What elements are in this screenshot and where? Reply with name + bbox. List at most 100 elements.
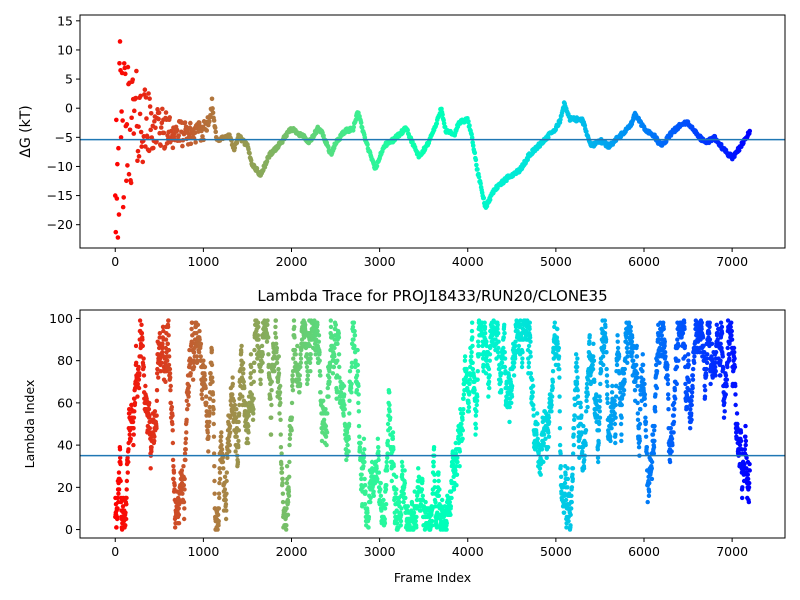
lambda-point (402, 480, 408, 486)
lambda-point (350, 324, 356, 330)
delta-g-point (120, 118, 125, 123)
lambda-point (470, 360, 475, 365)
lambda-point (462, 358, 468, 363)
lambda-point (743, 442, 748, 448)
lambda-point (570, 476, 575, 482)
lambda-point (531, 402, 536, 408)
lambda-point (432, 472, 437, 477)
lambda-point (203, 385, 208, 391)
lambda-point (467, 390, 472, 395)
lambda-point (354, 388, 360, 393)
lambda-point (317, 369, 323, 374)
lambda-point (734, 411, 740, 416)
lambda-point (206, 449, 211, 454)
lambda-point (160, 341, 165, 346)
lambda-point (233, 449, 238, 454)
lambda-point (195, 358, 200, 363)
lambda-point (545, 445, 551, 450)
lambda-point (604, 350, 609, 355)
delta-g-point (135, 158, 140, 164)
lambda-point (172, 483, 177, 488)
lambda-point (287, 436, 293, 441)
lambda-point (432, 485, 437, 490)
lambda-point (653, 392, 658, 397)
lambda-point (325, 411, 330, 416)
lambda-point (194, 331, 199, 336)
lambda-point (702, 394, 708, 399)
lambda-point (640, 352, 645, 357)
lambda-point (530, 394, 535, 399)
lambda-point (206, 434, 211, 439)
lambda-point (211, 434, 217, 439)
lambda-point (597, 394, 602, 399)
lambda-point (650, 432, 656, 437)
lambda-point (549, 402, 554, 408)
lambda-point (665, 381, 671, 387)
lambda-point (455, 459, 460, 465)
lambda-point (464, 366, 469, 372)
lambda-point (256, 337, 261, 342)
lambda-point (152, 438, 157, 444)
lambda-point (334, 396, 339, 401)
lambda-point (612, 398, 617, 403)
lambda-point (230, 392, 235, 397)
lambda-point (168, 383, 173, 389)
lambda-point (470, 343, 475, 349)
lambda-point (327, 369, 332, 374)
lambda-point (341, 383, 347, 389)
delta-g-point (127, 127, 133, 133)
lambda-point (610, 383, 615, 389)
lambda-point (349, 381, 354, 387)
lambda-point (231, 398, 237, 403)
lambda-point (183, 457, 188, 463)
lambda-point (239, 350, 244, 355)
lambda-point (344, 430, 350, 435)
lambda-point (470, 366, 476, 372)
lambda-point (565, 485, 570, 490)
lambda-point (512, 360, 517, 365)
lambda-point (539, 447, 545, 452)
delta-g-point (142, 87, 148, 93)
lambda-point (644, 451, 650, 456)
lambda-point (713, 373, 718, 378)
lambda-point (292, 324, 297, 330)
lambda-x-axis-label: Frame Index (394, 570, 471, 585)
lambda-point (652, 428, 657, 433)
lambda-point (486, 394, 491, 399)
lambda-point (502, 331, 507, 336)
lambda-point (676, 358, 681, 363)
lambda-point (575, 364, 580, 370)
delta-g-point (212, 125, 218, 131)
x-tick-label: 3000 (364, 254, 396, 269)
lambda-point (604, 392, 610, 397)
lambda-point (686, 362, 691, 368)
lambda-point (502, 356, 508, 361)
lambda-point (383, 502, 389, 507)
lambda-point (499, 388, 504, 393)
lambda-point (460, 417, 465, 422)
lambda-point (166, 362, 172, 368)
lambda-point (336, 352, 342, 357)
delta-g-point (176, 133, 181, 138)
lambda-point (181, 483, 187, 488)
delta-g-point (188, 141, 194, 147)
lambda-point (743, 434, 748, 439)
lambda-point (690, 377, 696, 382)
lambda-point (249, 392, 255, 397)
lambda-point (574, 381, 580, 387)
lambda-point (325, 385, 331, 391)
lambda-point (453, 468, 458, 473)
lambda-point (166, 347, 172, 353)
lambda-point (618, 390, 623, 395)
lambda-point (264, 339, 270, 344)
lambda-point (327, 379, 332, 384)
lambda-point (316, 339, 322, 344)
lambda-point (713, 350, 719, 355)
lambda-point (242, 385, 247, 391)
lambda-point (476, 343, 481, 349)
lambda-point (654, 385, 660, 391)
lambda-point (341, 413, 346, 418)
lambda-point (284, 527, 289, 532)
lambda-point (622, 379, 627, 384)
lambda-point (345, 442, 350, 448)
